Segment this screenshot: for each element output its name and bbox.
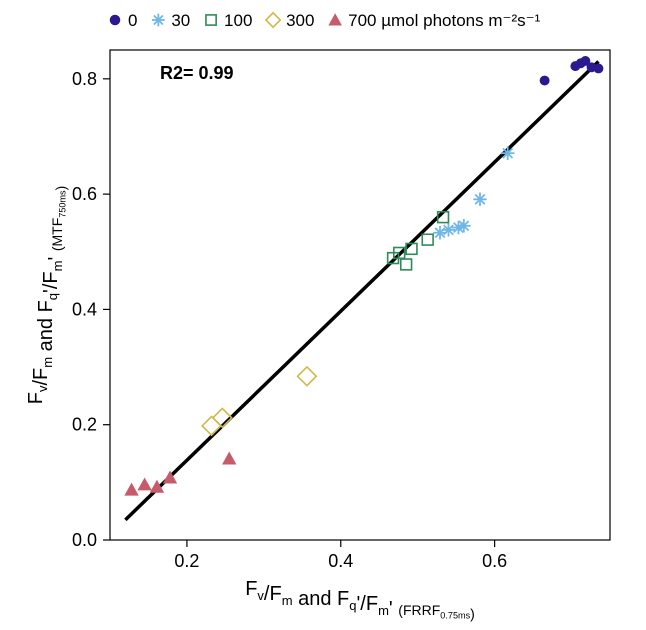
- svg-text:30: 30: [171, 11, 190, 30]
- scatter-chart: 0.20.40.60.00.20.40.60.8Fv/Fm and Fq'/Fm…: [0, 0, 646, 630]
- r2-annotation: R2= 0.99: [160, 63, 234, 83]
- svg-text:0.8: 0.8: [72, 69, 97, 89]
- svg-text:0.4: 0.4: [72, 299, 97, 319]
- svg-text:0.4: 0.4: [328, 551, 353, 571]
- svg-text:0.6: 0.6: [72, 184, 97, 204]
- svg-text:0.2: 0.2: [174, 551, 199, 571]
- svg-text:0: 0: [128, 11, 137, 30]
- svg-text:100: 100: [224, 11, 252, 30]
- chart-svg: 0.20.40.60.00.20.40.60.8Fv/Fm and Fq'/Fm…: [0, 0, 646, 630]
- svg-text:0.6: 0.6: [482, 551, 507, 571]
- svg-text:700 µmol photons m⁻²s⁻¹: 700 µmol photons m⁻²s⁻¹: [348, 11, 540, 30]
- svg-text:0.2: 0.2: [72, 415, 97, 435]
- svg-text:0.0: 0.0: [72, 530, 97, 550]
- svg-text:300: 300: [286, 11, 314, 30]
